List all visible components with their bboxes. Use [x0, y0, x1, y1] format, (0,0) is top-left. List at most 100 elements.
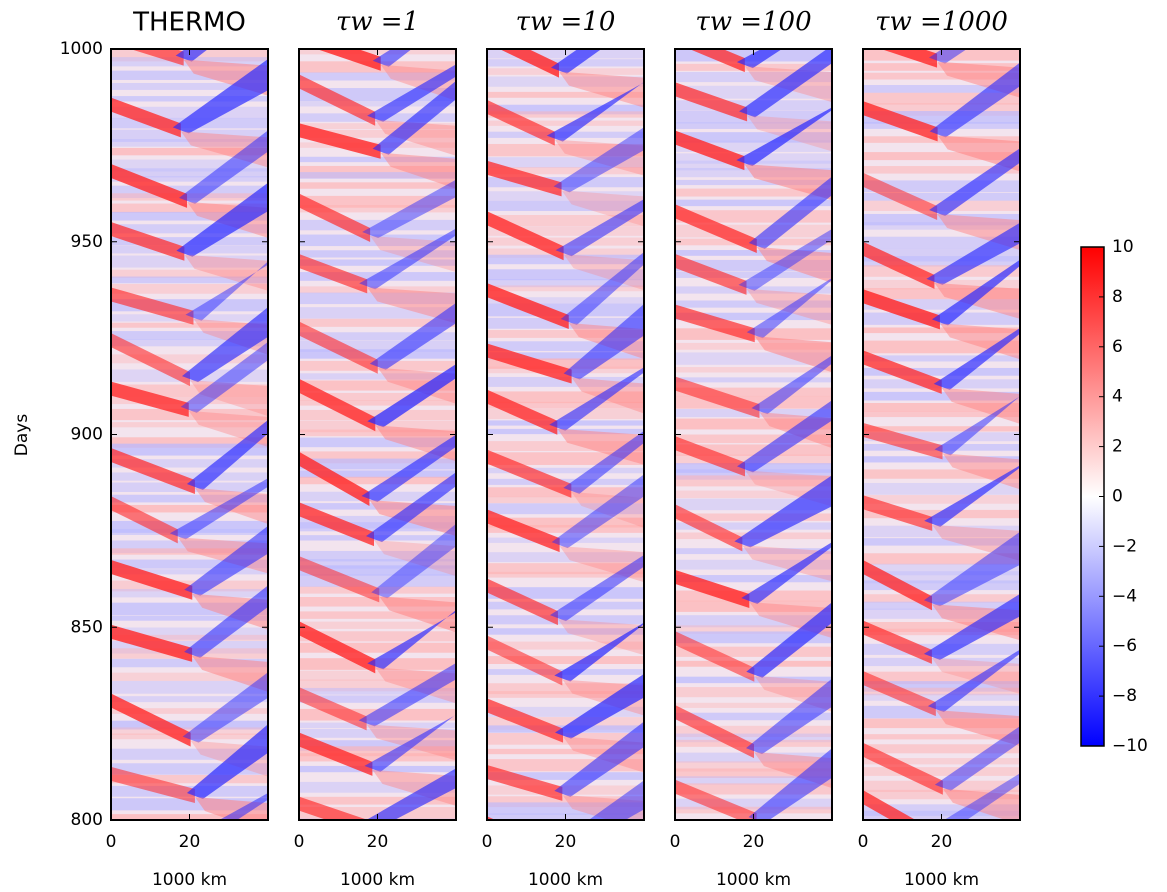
heatmap-band	[863, 340, 1020, 354]
heatmap-band	[487, 683, 644, 695]
heatmap-band	[487, 401, 644, 409]
heatmap-band	[675, 286, 832, 294]
heatmap-streak	[555, 199, 644, 257]
heatmap-band	[299, 695, 456, 703]
x-tick-label: 20	[555, 832, 577, 852]
heatmap-streak	[186, 419, 268, 491]
heatmap-streak	[929, 49, 967, 64]
heatmap-streak	[299, 556, 380, 603]
heatmap-streak	[299, 502, 375, 547]
heatmap-band	[675, 513, 832, 521]
heatmap-streak	[175, 49, 209, 62]
heatmap-streak	[881, 49, 938, 68]
panel-title: THERMO	[132, 8, 246, 38]
heatmap-streak	[366, 768, 456, 820]
heatmap-streak	[863, 620, 932, 664]
heatmap-band	[487, 391, 644, 404]
x-tick-label: 20	[367, 832, 389, 852]
heatmap-streak	[734, 475, 832, 548]
heatmap-band	[863, 166, 1020, 174]
heatmap-band	[487, 628, 644, 635]
heatmap-streak	[863, 422, 943, 460]
heatmap-streak	[933, 327, 1020, 390]
heatmap-streak	[757, 821, 832, 857]
heatmap-band	[675, 761, 832, 772]
heatmap-streak	[180, 341, 268, 413]
heatmap-band	[675, 522, 832, 530]
heatmap-streak	[111, 624, 193, 662]
heatmap-band	[299, 234, 456, 247]
heatmap-band	[675, 132, 832, 143]
heatmap-band	[487, 524, 644, 533]
heatmap-streak	[863, 241, 935, 289]
heatmap-streak	[359, 228, 456, 290]
heatmap-band	[111, 339, 268, 347]
heatmap-band	[863, 403, 1020, 412]
heatmap-streak	[741, 542, 832, 605]
heatmap-streak	[748, 748, 832, 820]
heatmap-streak	[487, 160, 562, 197]
heatmap-streak	[736, 49, 782, 69]
heatmap-band	[111, 615, 268, 621]
heatmap-band	[111, 331, 268, 340]
heatmap-band	[299, 123, 456, 130]
y-tick-label: 850	[71, 617, 103, 637]
x-tick-label: 0	[858, 832, 869, 852]
heatmap-band	[111, 504, 268, 513]
heatmap-band	[675, 179, 832, 186]
heatmap-streak	[927, 649, 1020, 713]
heatmap-band	[863, 621, 1020, 632]
heatmap-streak	[487, 635, 563, 686]
heatmap-band	[111, 176, 268, 182]
heatmap-band	[487, 167, 644, 175]
heatmap-band	[675, 271, 832, 278]
heatmap-band	[487, 254, 644, 265]
heatmap-streak	[675, 304, 755, 343]
heatmap-band	[487, 641, 644, 650]
heatmap-band	[299, 195, 456, 208]
heatmap-band	[675, 122, 832, 129]
heatmap-band	[863, 804, 1020, 816]
heatmap-streak	[111, 559, 193, 600]
heatmap-band	[111, 748, 268, 760]
x-tick-label: 20	[743, 832, 765, 852]
heatmap-band	[487, 517, 644, 528]
heatmap-streak	[863, 559, 932, 611]
heatmap-band	[299, 550, 456, 562]
heatmap-streak	[746, 277, 832, 339]
heatmap-streak	[675, 504, 743, 552]
heatmap-streak	[744, 164, 832, 201]
heatmap-streak	[863, 742, 943, 795]
heatmap-streak	[939, 323, 1020, 360]
heatmap-band	[675, 312, 832, 321]
heatmap-band	[111, 211, 268, 221]
heatmap-streak	[364, 714, 456, 772]
heatmap-band	[487, 358, 644, 369]
x-tick-label: 0	[294, 832, 305, 852]
heatmap-band	[863, 767, 1020, 776]
heatmap-streak	[588, 780, 644, 820]
heatmap-streak	[219, 792, 268, 820]
heatmap-streak	[863, 790, 916, 820]
heatmap-streak	[942, 788, 1020, 820]
panel-title: τw =100	[695, 7, 811, 37]
colorbar-tick-label: −4	[1112, 586, 1137, 606]
heatmap-band	[487, 571, 644, 578]
heatmap-band	[675, 625, 832, 634]
heatmap-band	[299, 642, 456, 653]
heatmap-band	[675, 712, 832, 721]
heatmap-band	[487, 796, 644, 808]
heatmap-band	[299, 420, 456, 433]
heatmap-band	[675, 434, 832, 444]
heatmap-band	[299, 781, 456, 793]
heatmap-band	[863, 391, 1020, 401]
heatmap-band	[299, 631, 456, 642]
heatmap-band	[299, 437, 456, 448]
heatmap-streak	[675, 779, 757, 820]
heatmap-streak	[487, 578, 558, 626]
heatmap-band	[487, 552, 644, 563]
heatmap-band	[487, 656, 644, 664]
heatmap-streak	[184, 525, 268, 596]
heatmap-band	[111, 70, 268, 80]
heatmap-band	[863, 213, 1020, 226]
